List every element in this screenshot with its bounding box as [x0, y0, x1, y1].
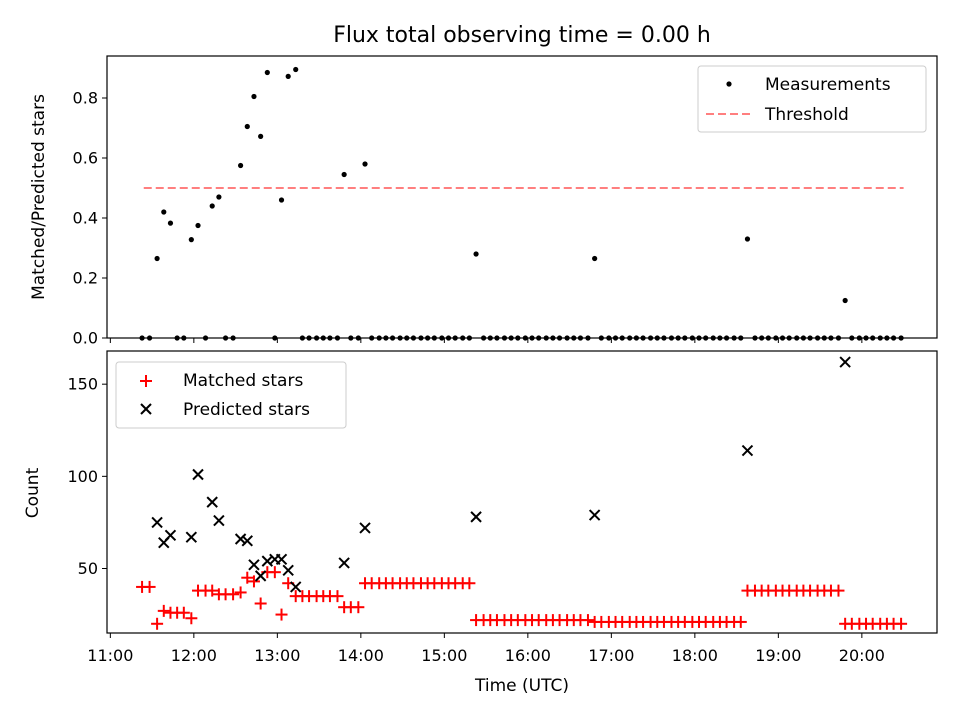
legend-matched-label: Matched stars [183, 371, 303, 391]
predicted-star-point [248, 559, 260, 571]
legend-matched-marker [140, 375, 152, 387]
count-plot-frame [106, 350, 938, 634]
ratio-plot-area: 0.0 0.2 0.4 0.6 0.8 [73, 66, 904, 348]
chart-title: Flux total observing time = 0.00 h [333, 23, 711, 48]
predicted-star-point [213, 514, 225, 527]
time-x-tick-label: 18:00 [672, 646, 718, 665]
time-x-tick-label: 19:00 [755, 646, 801, 665]
predicted-star-point [359, 522, 371, 534]
ratio-y-axis-label: Matched/Predicted stars [29, 94, 49, 300]
time-x-tick-label: 14:00 [338, 646, 384, 665]
measurement-point [278, 197, 285, 203]
matched-star-point [352, 601, 365, 614]
predicted-star-point [192, 468, 204, 481]
matched-star-point [177, 606, 190, 619]
measurement-point [209, 203, 215, 209]
measurement-point [293, 66, 299, 73]
matched-star-point [227, 588, 240, 601]
measurement-point [341, 171, 347, 178]
predicted-star-point [839, 356, 851, 368]
ratio-y-tick-label: 0.4 [73, 209, 98, 228]
predicted-star-point [254, 570, 267, 582]
measurement-point [285, 73, 291, 79]
ratio-y-tick-label: 0.0 [73, 329, 98, 348]
predicted-star-point [282, 564, 294, 577]
measurement-point [592, 255, 598, 262]
ratio-plot-frame [106, 55, 938, 339]
matched-star-point [832, 584, 845, 597]
matched-star-point [268, 566, 281, 579]
measurement-point [244, 123, 250, 130]
predicted-star-point [151, 516, 163, 529]
predicted-star-point [241, 535, 253, 547]
measurement-point [154, 255, 160, 262]
measurement-point [744, 236, 751, 242]
predicted-star-point [741, 444, 754, 457]
time-x-tick-label: 16:00 [505, 646, 551, 665]
measurement-point [238, 162, 244, 169]
count-y-tick-label: 50 [78, 559, 98, 578]
measurement-point [161, 209, 167, 215]
predicted-star-point [185, 531, 198, 543]
measurement-point [473, 251, 479, 257]
predicted-star-point [234, 533, 247, 545]
matched-star-point [206, 584, 219, 597]
measurement-point [251, 93, 257, 100]
measurement-point [167, 220, 174, 226]
ratio-legend-box [697, 65, 927, 133]
matched-star-point [234, 586, 247, 599]
predicted-star-point [470, 511, 482, 523]
legend-predicted-label: Predicted stars [183, 400, 310, 420]
matched-star-point [581, 614, 594, 627]
matched-star-point [331, 590, 344, 603]
measurement-point [264, 69, 270, 76]
time-x-axis-label: Time (UTC) [474, 676, 569, 696]
predicted-star-point [206, 496, 218, 508]
count-plot-area: 50 100 150 11:00 12:00 13:00 14:00 15:00 16:00 17… [67, 356, 908, 665]
matched-star-point [185, 612, 198, 625]
predicted-star-point [290, 581, 302, 593]
predicted-star-point [338, 557, 350, 569]
measurement-point [258, 133, 264, 139]
matched-star-point [151, 617, 164, 630]
predicted-star-point [164, 529, 177, 542]
ratio-y-tick-label: 0.6 [73, 149, 98, 168]
count-y-tick-label: 100 [67, 467, 98, 486]
time-x-tick-label: 12:00 [171, 646, 217, 665]
matched-star-point [895, 617, 908, 630]
measurement-point [188, 237, 194, 243]
matched-star-point [247, 575, 260, 588]
time-x-tick-label: 11:00 [87, 646, 133, 665]
count-y-tick-label: 150 [67, 375, 98, 394]
time-x-tick-label: 20:00 [839, 646, 885, 665]
matched-star-point [241, 571, 254, 584]
legend-measurements-label: Measurements [765, 75, 891, 95]
matched-star-point [143, 580, 156, 593]
count-legend-box [115, 361, 347, 429]
predicted-star-point [275, 553, 288, 565]
measurement-point [195, 222, 201, 229]
ratio-legend: Measurements Threshold [697, 65, 927, 133]
measurement-point [216, 194, 222, 200]
ratio-y-tick-label: 0.2 [73, 269, 98, 288]
matched-star-point [254, 597, 267, 610]
legend-threshold-label: Threshold [764, 105, 849, 125]
legend-measurements-marker [726, 81, 732, 87]
time-x-tick-label: 17:00 [588, 646, 634, 665]
count-y-axis-label: Count [23, 467, 43, 518]
measurement-point [362, 161, 368, 167]
measurement-point [842, 297, 848, 304]
count-legend: Matched stars Predicted stars [115, 361, 347, 429]
matched-star-point [275, 608, 288, 621]
time-x-tick-label: 15:00 [421, 646, 467, 665]
ratio-y-tick-label: 0.8 [73, 89, 98, 108]
legend-predicted-marker [140, 403, 152, 415]
matched-star-point [157, 604, 170, 617]
matched-star-point [734, 615, 747, 628]
time-x-tick-label: 13:00 [254, 646, 300, 665]
matched-star-point [463, 577, 476, 590]
predicted-star-point [588, 509, 601, 521]
